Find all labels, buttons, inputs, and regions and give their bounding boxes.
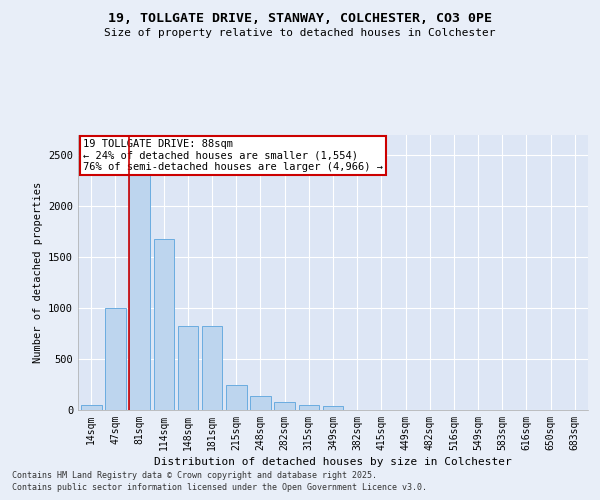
Bar xyxy=(105,308,126,410)
Text: Size of property relative to detached houses in Colchester: Size of property relative to detached ho… xyxy=(104,28,496,38)
Bar xyxy=(202,326,223,410)
Bar xyxy=(178,326,198,410)
Bar xyxy=(130,156,150,410)
Bar xyxy=(226,384,247,410)
Text: Contains HM Land Registry data © Crown copyright and database right 2025.: Contains HM Land Registry data © Crown c… xyxy=(12,470,377,480)
Bar xyxy=(274,402,295,410)
Text: 19, TOLLGATE DRIVE, STANWAY, COLCHESTER, CO3 0PE: 19, TOLLGATE DRIVE, STANWAY, COLCHESTER,… xyxy=(108,12,492,26)
Text: 19 TOLLGATE DRIVE: 88sqm
← 24% of detached houses are smaller (1,554)
76% of sem: 19 TOLLGATE DRIVE: 88sqm ← 24% of detach… xyxy=(83,139,383,172)
Bar xyxy=(81,405,101,410)
Bar xyxy=(250,396,271,410)
Text: Contains public sector information licensed under the Open Government Licence v3: Contains public sector information licen… xyxy=(12,483,427,492)
Bar xyxy=(154,239,174,410)
Y-axis label: Number of detached properties: Number of detached properties xyxy=(32,182,43,363)
Bar xyxy=(323,406,343,410)
Bar xyxy=(299,405,319,410)
X-axis label: Distribution of detached houses by size in Colchester: Distribution of detached houses by size … xyxy=(154,457,512,467)
